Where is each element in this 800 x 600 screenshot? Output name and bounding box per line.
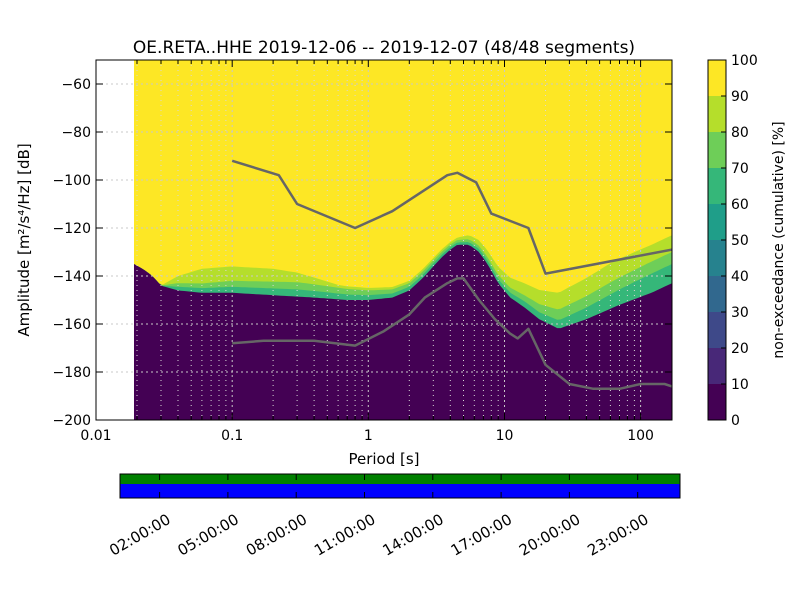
colorbar-segment <box>708 384 726 420</box>
x-tick-label: 10 <box>496 428 514 444</box>
y-tick-label: −180 <box>53 365 91 381</box>
colorbar-segment <box>708 240 726 276</box>
y-tick-label: −160 <box>53 317 91 333</box>
colorbar-tick-label: 90 <box>731 89 749 105</box>
colorbar-segment <box>708 204 726 240</box>
colorbar-tick-label: 30 <box>731 305 749 321</box>
timeline-tick-label: 05:00:00 <box>175 510 242 559</box>
x-axis-ticks: 0.01 0.1 1 10 100 <box>80 60 654 444</box>
colorbar-segment <box>708 132 726 168</box>
colorbar-tick-label: 70 <box>731 161 749 177</box>
series-line-2 <box>232 277 672 391</box>
colorbar-tick-label: 80 <box>731 125 749 141</box>
timeline-bottom-strip <box>120 484 680 498</box>
series-line-1 <box>231 159 672 275</box>
timeline-tick-label: 11:00:00 <box>311 510 378 559</box>
timeline-tick-label: 23:00:00 <box>584 510 651 559</box>
timeline-top-strip <box>120 474 680 484</box>
colorbar-tick-label: 60 <box>731 197 749 213</box>
plot-frame <box>95 59 673 421</box>
x-tick-label: 100 <box>627 428 654 444</box>
colorbar-segment <box>708 96 726 132</box>
colorbar: 0 10 20 30 40 50 60 70 80 90 100 <box>707 53 758 429</box>
colorbar-tick-label: 0 <box>731 413 740 429</box>
timeline-tick-label: 17:00:00 <box>448 510 515 559</box>
colorbar-tick-label: 40 <box>731 269 749 285</box>
heatmap-band-lower <box>134 244 672 420</box>
y-axis-label: Amplitude [m²/s⁴/Hz] [dB] <box>15 143 33 336</box>
colorbar-segment <box>708 60 726 96</box>
y-tick-label: −200 <box>53 413 91 429</box>
chart-title: OE.RETA..HHE 2019-12-06 -- 2019-12-07 (4… <box>133 38 635 58</box>
colorbar-tick-label: 50 <box>731 233 749 249</box>
colorbar-tick-label: 10 <box>731 377 749 393</box>
noise-model-curves <box>231 159 672 391</box>
x-tick-label: 1 <box>364 428 373 444</box>
colorbar-segment <box>708 312 726 348</box>
y-axis-ticks: −60 −80 −100 −120 −140 −160 −180 −200 <box>53 77 672 429</box>
x-tick-label: 0.01 <box>80 428 111 444</box>
y-tick-label: −100 <box>53 173 91 189</box>
x-axis-label: Period [s] <box>348 450 419 468</box>
timeline-tick-label: 20:00:00 <box>516 510 583 559</box>
x-tick-label: 0.1 <box>221 428 243 444</box>
colorbar-segment <box>708 276 726 312</box>
segment-timeline: 02:00:00 05:00:00 08:00:00 11:00:00 14:00:00… <box>106 473 681 560</box>
y-tick-label: −60 <box>61 77 91 93</box>
timeline-tick-label: 08:00:00 <box>243 510 310 559</box>
grid-lines <box>96 60 672 420</box>
y-tick-label: −80 <box>61 125 91 141</box>
colorbar-segment <box>708 348 726 384</box>
y-tick-label: −140 <box>53 269 91 285</box>
colorbar-label: non-exceedance (cumulative) [%] <box>771 121 787 358</box>
timeline-frame <box>119 473 681 499</box>
colorbar-tick-label: 100 <box>731 53 758 69</box>
y-tick-label: −120 <box>53 221 91 237</box>
timeline-tick-label: 14:00:00 <box>379 510 446 559</box>
colorbar-tick-label: 20 <box>731 341 749 357</box>
colorbar-segment <box>708 168 726 204</box>
timeline-tick-label: 02:00:00 <box>106 510 173 559</box>
heatmap-area <box>134 60 672 420</box>
